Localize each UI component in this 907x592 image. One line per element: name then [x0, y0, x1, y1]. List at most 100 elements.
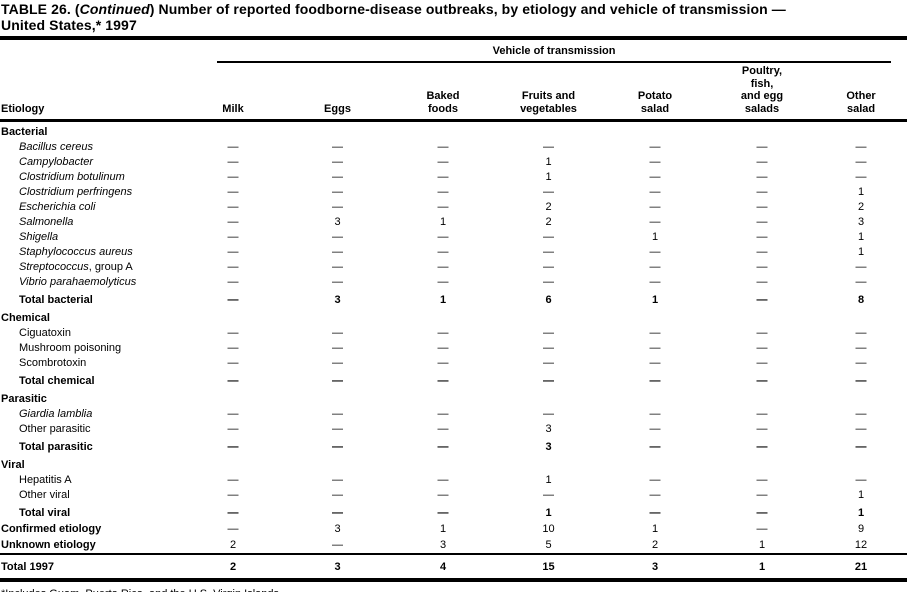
etiology-cell: Campylobacter [0, 155, 181, 170]
value-cell: — [437, 276, 449, 288]
value-cell: — [756, 507, 768, 519]
value-cell: — [437, 141, 449, 153]
value-cell: 3 [601, 553, 709, 578]
etiology-cell: Scombrotoxin [0, 356, 181, 371]
etiology-label-suffix: , group A [88, 261, 133, 273]
etiology-cell: Clostridium botulinum [0, 170, 181, 185]
etiology-cell: Other parasitic [0, 422, 181, 437]
value-cell: — [332, 441, 343, 453]
value-cell: — [855, 156, 867, 168]
etiology-label: Giardia lamblia [19, 408, 93, 420]
value-cell [285, 308, 390, 326]
column-header-etiology: Etiology [0, 40, 181, 122]
column-header-baked-foods: Baked foods [390, 63, 496, 122]
value-cell: — [437, 375, 449, 387]
value-cell: — [543, 342, 554, 354]
title-line2: United States,* 1997 [1, 16, 137, 33]
etiology-label: Campylobacter [19, 156, 93, 168]
value-cell: — [756, 141, 768, 153]
value-cell: 15 [496, 553, 601, 578]
value-cell: — [227, 141, 239, 153]
value-cell: 2 [857, 201, 865, 213]
value-cell: 1 [857, 507, 865, 519]
value-cell: 1 [651, 523, 659, 535]
value-cell: — [437, 156, 449, 168]
value-cell: — [756, 156, 768, 168]
value-cell: — [437, 342, 449, 354]
etiology-label: Clostridium perfringens [19, 186, 133, 198]
value-cell: — [332, 375, 343, 387]
table-row: Ciguatoxin — — — — — — — [0, 326, 907, 341]
value-cell: — [437, 327, 449, 339]
table-row: Unknown etiology 2 — 3 5 2 1 12 [0, 537, 907, 554]
table-row: Other parasitic — — — 3 — — — [0, 422, 907, 437]
value-cell: — [756, 261, 768, 273]
value-cell [390, 121, 496, 141]
value-cell: — [855, 474, 867, 486]
value-cell: — [756, 523, 768, 535]
value-cell: — [543, 141, 554, 153]
etiology-cell: Hepatitis A [0, 473, 181, 488]
value-cell: — [332, 231, 343, 243]
value-cell: 1 [857, 246, 865, 258]
value-cell: — [543, 327, 554, 339]
table-body: Bacterial Bacillus cereus — — — — — — — Campyloba… [0, 121, 907, 578]
value-cell [285, 389, 390, 407]
value-cell: — [332, 141, 343, 153]
etiology-label: Staphylococcus aureus [19, 246, 133, 258]
value-cell: 2 [229, 539, 237, 551]
value-cell: 1 [651, 231, 659, 243]
value-cell: 1 [709, 553, 815, 578]
value-cell: — [543, 489, 554, 501]
value-cell: — [649, 474, 661, 486]
value-cell: — [227, 261, 239, 273]
value-cell: — [543, 246, 554, 258]
value-cell [815, 455, 907, 473]
value-cell [815, 308, 907, 326]
value-cell: — [649, 261, 661, 273]
value-cell: — [855, 423, 867, 435]
table-row: Shigella — — — — 1 — 1 [0, 230, 907, 245]
value-cell: — [332, 156, 343, 168]
value-cell: — [227, 375, 239, 387]
value-cell [181, 308, 285, 326]
value-cell: — [227, 474, 239, 486]
value-cell [709, 121, 815, 141]
value-cell [709, 308, 815, 326]
value-cell: — [649, 342, 661, 354]
etiology-label: Total parasitic [19, 441, 93, 453]
etiology-cell: Total 1997 [0, 553, 181, 578]
column-header-milk: Milk [181, 63, 285, 122]
value-cell: 2 [181, 553, 285, 578]
table-row: Campylobacter — — — 1 — — — [0, 155, 907, 170]
table-row: Salmonella — 3 1 2 — — 3 [0, 215, 907, 230]
value-cell: — [332, 423, 343, 435]
etiology-label: Confirmed etiology [1, 523, 102, 535]
value-cell: — [649, 216, 661, 228]
outbreaks-table: Etiology Vehicle of transmission Milk Eg… [0, 40, 907, 578]
value-cell: — [227, 441, 239, 453]
value-cell: — [437, 441, 449, 453]
value-cell: — [227, 276, 239, 288]
value-cell: — [437, 246, 449, 258]
section-row: Parasitic [0, 389, 907, 407]
value-cell: 10 [542, 523, 555, 535]
value-cell: — [649, 246, 661, 258]
etiology-label: Salmonella [19, 216, 74, 228]
value-cell: — [437, 231, 449, 243]
value-cell: — [756, 441, 768, 453]
value-cell: — [756, 246, 768, 258]
etiology-label: Total viral [19, 507, 71, 519]
value-cell: — [227, 156, 239, 168]
etiology-label: Total bacterial [19, 294, 93, 306]
etiology-label: Mushroom poisoning [19, 342, 122, 354]
value-cell [181, 455, 285, 473]
value-cell: 3 [334, 216, 341, 228]
etiology-label: Other parasitic [19, 423, 91, 435]
etiology-cell: Clostridium perfringens [0, 185, 181, 200]
etiology-cell: Salmonella [0, 215, 181, 230]
etiology-cell: Parasitic [0, 389, 181, 407]
etiology-label: Shigella [19, 231, 59, 243]
etiology-cell: Unknown etiology [0, 537, 181, 554]
value-cell: — [855, 357, 867, 369]
